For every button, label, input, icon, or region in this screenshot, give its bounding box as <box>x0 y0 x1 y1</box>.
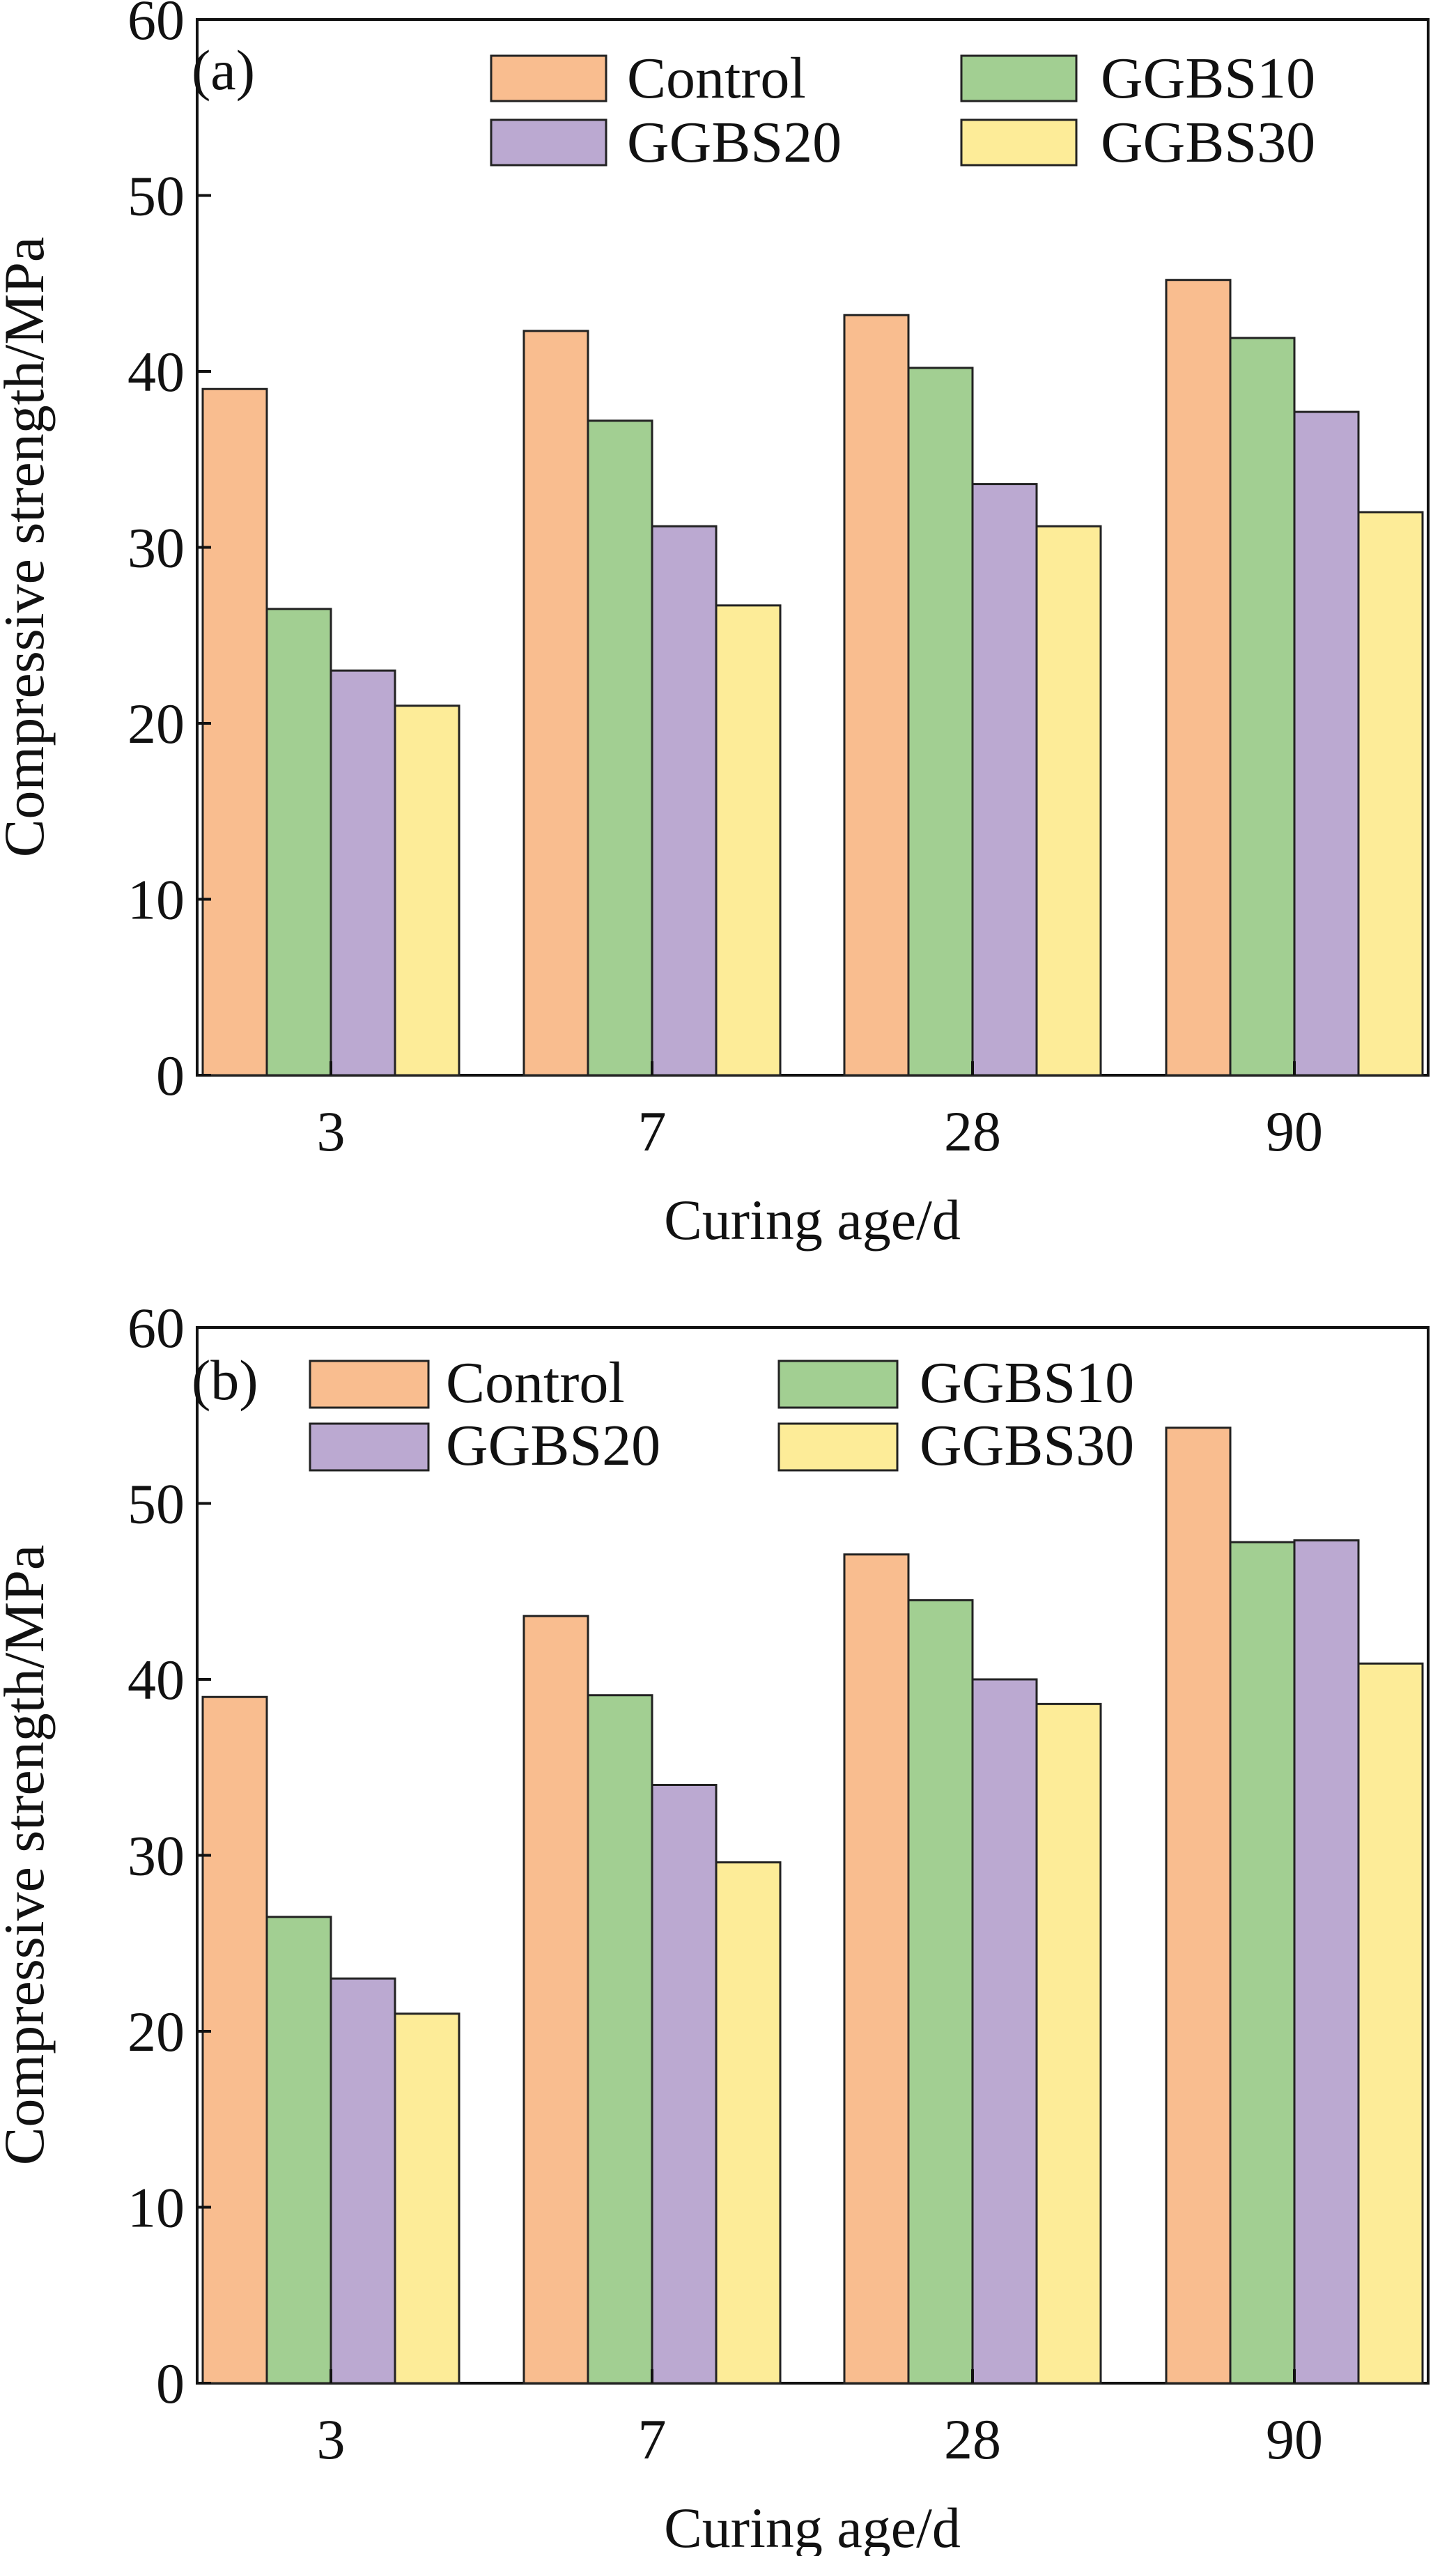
x-axis-title: Curing age/d <box>664 2496 961 2556</box>
x-tick-label: 90 <box>1266 1100 1323 1163</box>
legend-swatch <box>960 118 1078 167</box>
legend-label: Control <box>627 46 806 111</box>
bar-ggbs10-90 <box>1229 337 1296 1077</box>
x-tick-label: 28 <box>944 2408 1001 2471</box>
y-tick-label: 20 <box>127 2000 185 2063</box>
bar-control-90 <box>1165 279 1232 1077</box>
y-tick-label: 10 <box>127 868 185 932</box>
x-tick-label: 3 <box>317 2408 346 2471</box>
bar-ggbs30-90 <box>1357 511 1424 1077</box>
y-tick-label: 20 <box>127 692 185 755</box>
x-tick-label: 7 <box>638 2408 667 2471</box>
legend-label: Control <box>446 1350 625 1415</box>
x-tick-label: 3 <box>317 1100 346 1163</box>
x-tick-label: 7 <box>638 1100 667 1163</box>
bar-ggbs20-28 <box>971 1678 1038 2385</box>
bar-ggbs30-3 <box>394 705 460 1077</box>
panel-label: (b) <box>192 1348 258 1412</box>
y-tick-label: 0 <box>156 1044 185 1107</box>
legend-label: GGBS10 <box>1101 46 1315 111</box>
bar-group <box>201 279 1424 1077</box>
bar-ggbs10-7 <box>587 419 653 1077</box>
legend-swatch <box>490 54 607 102</box>
y-axis-title: Compressive strength/MPa <box>0 1545 56 2166</box>
legend-item: GGBS20 <box>490 110 842 175</box>
bar-ggbs10-7 <box>587 1694 653 2385</box>
legend-label: GGBS20 <box>446 1413 660 1478</box>
bar-ggbs20-3 <box>330 1977 396 2385</box>
bar-ggbs30-7 <box>715 1861 782 2385</box>
legend-item: GGBS30 <box>777 1413 1134 1478</box>
y-tick-label: 30 <box>127 1824 185 1888</box>
y-axis-ticks: 0 10 20 30 40 50 60 <box>127 1296 211 2415</box>
y-tick-label: 50 <box>127 164 185 228</box>
y-axis-ticks: 0 10 20 30 40 50 60 <box>127 0 211 1107</box>
bar-ggbs20-7 <box>651 525 718 1077</box>
bar-ggbs20-90 <box>1293 1539 1360 2385</box>
legend-item: Control <box>490 46 806 111</box>
y-tick-label: 40 <box>127 1648 185 1711</box>
bar-ggbs10-28 <box>907 367 974 1077</box>
x-tick-label: 90 <box>1266 2408 1323 2471</box>
x-tick-label: 28 <box>944 1100 1001 1163</box>
panel-b: 0 10 20 30 40 50 60 3 7 28 90 (b) Curing age/d Co… <box>0 1296 1430 2556</box>
bar-ggbs20-90 <box>1293 410 1360 1077</box>
bar-ggbs10-28 <box>907 1599 974 2385</box>
legend: Control GGBS10 GGBS20 GGBS30 <box>490 46 1315 175</box>
legend-swatch <box>777 1360 899 1409</box>
x-axis-ticks: 3 7 28 90 <box>317 1061 1323 1163</box>
legend-label: GGBS30 <box>1101 110 1315 175</box>
legend-label: GGBS10 <box>920 1350 1134 1415</box>
bar-ggbs30-3 <box>394 2012 460 2385</box>
legend-label: GGBS20 <box>627 110 842 175</box>
legend-item: GGBS20 <box>309 1413 660 1478</box>
bar-ggbs30-28 <box>1035 1702 1102 2385</box>
bar-ggbs10-3 <box>265 608 332 1077</box>
panel-label: (a) <box>192 38 255 102</box>
bar-ggbs30-28 <box>1035 525 1102 1077</box>
y-tick-label: 60 <box>127 0 185 52</box>
y-tick-label: 40 <box>127 340 185 403</box>
panel-a: 0 10 20 30 40 50 60 3 7 28 90 (a) Curing age/d Co… <box>0 0 1430 1252</box>
bar-control-28 <box>843 314 910 1077</box>
bar-ggbs10-90 <box>1229 1541 1296 2385</box>
y-tick-label: 30 <box>127 516 185 580</box>
bar-group <box>201 1426 1424 2385</box>
legend-item: GGBS30 <box>960 110 1315 175</box>
bar-control-90 <box>1165 1426 1232 2385</box>
y-tick-label: 10 <box>127 2176 185 2240</box>
x-axis-title: Curing age/d <box>664 1188 961 1252</box>
bar-ggbs20-28 <box>971 483 1038 1077</box>
x-axis-ticks: 3 7 28 90 <box>317 2369 1323 2471</box>
bar-control-28 <box>843 1553 910 2385</box>
legend-swatch <box>309 1360 430 1409</box>
bar-control-7 <box>522 330 589 1077</box>
bar-ggbs20-3 <box>330 669 396 1077</box>
y-tick-label: 50 <box>127 1472 185 1536</box>
y-tick-label: 60 <box>127 1296 185 1360</box>
bar-ggbs30-90 <box>1357 1662 1424 2385</box>
legend-swatch <box>777 1422 899 1472</box>
bar-ggbs20-7 <box>651 1784 718 2385</box>
legend-swatch <box>309 1422 430 1472</box>
legend-item: Control <box>309 1350 625 1415</box>
legend-swatch <box>490 118 607 167</box>
legend-swatch <box>960 54 1078 102</box>
y-tick-label: 0 <box>156 2352 185 2415</box>
bar-control-7 <box>522 1615 589 2385</box>
bar-control-3 <box>201 387 268 1077</box>
legend-item: GGBS10 <box>777 1350 1134 1415</box>
legend: Control GGBS10 GGBS20 GGBS30 <box>309 1350 1134 1478</box>
y-axis-title: Compressive strength/MPa <box>0 237 56 858</box>
bar-ggbs30-7 <box>715 604 782 1077</box>
bar-ggbs10-3 <box>265 1916 332 2385</box>
legend-label: GGBS30 <box>920 1413 1134 1478</box>
bar-control-3 <box>201 1695 268 2385</box>
legend-item: GGBS10 <box>960 46 1315 111</box>
